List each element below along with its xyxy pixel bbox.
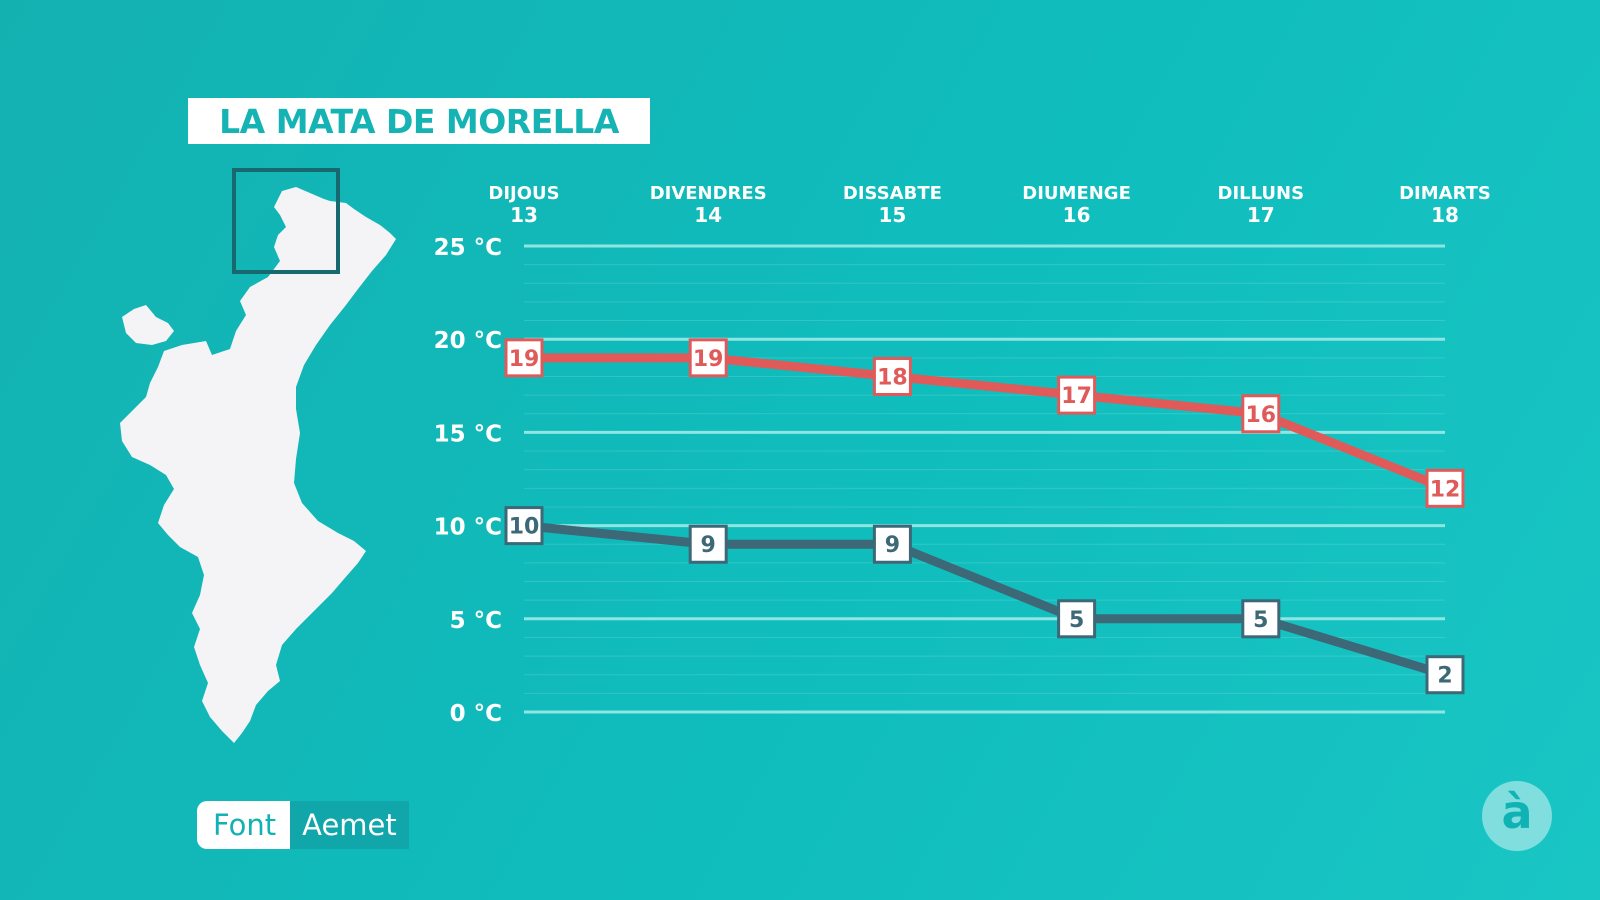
enclave-shape	[122, 305, 174, 345]
series-line-1	[519, 521, 1450, 680]
location-highlight-box	[232, 168, 340, 274]
grid	[524, 244, 1445, 714]
data-label: 5	[1069, 608, 1084, 633]
x-tick-day-label: DILLUNS	[1218, 183, 1305, 204]
data-label: 9	[885, 533, 900, 558]
x-tick-date-label: 13	[510, 203, 538, 227]
y-tick-label: 10 °C	[434, 515, 502, 541]
x-tick-day-label: DIMARTS	[1399, 183, 1491, 204]
y-tick-label: 5 °C	[450, 608, 502, 634]
data-point-box	[1425, 468, 1465, 508]
data-label: 10	[509, 515, 540, 540]
source-badge: Font Aemet	[197, 801, 409, 849]
x-tick-date-label: 17	[1247, 203, 1275, 227]
x-tick-date-label: 16	[1063, 203, 1091, 227]
data-point-box	[688, 338, 728, 378]
data-point-box	[1057, 599, 1097, 639]
x-tick-day-label: DISSABTE	[843, 183, 942, 204]
channel-logo: à	[1482, 781, 1552, 851]
data-label: 18	[877, 365, 908, 390]
data-label: 17	[1061, 384, 1092, 409]
data-point-box	[872, 524, 912, 564]
source-label: Font	[197, 801, 291, 849]
data-point-box	[1057, 375, 1097, 415]
data-point-box	[688, 524, 728, 564]
region-map	[120, 168, 396, 743]
data-label: 5	[1253, 608, 1268, 633]
location-title-box: LA MATA DE MORELLA	[188, 98, 650, 144]
data-label: 12	[1430, 477, 1461, 502]
x-tick-date-label: 14	[694, 203, 722, 227]
data-label: 2	[1437, 664, 1452, 689]
x-tick-date-label: 18	[1431, 203, 1459, 227]
region-map-shape	[120, 187, 396, 743]
data-label: 19	[509, 347, 540, 372]
y-axis: 0 °C 5 °C 10 °C 15 °C 20 °C 25 °C	[434, 235, 502, 727]
y-tick-label: 25 °C	[434, 235, 502, 261]
data-point-box	[1241, 394, 1281, 434]
series-lines	[519, 353, 1450, 680]
data-label: 9	[701, 533, 716, 558]
source-value: Aemet	[290, 801, 409, 849]
x-tick-date-label: 15	[878, 203, 906, 227]
y-tick-label: 20 °C	[434, 328, 502, 354]
data-point-box	[504, 338, 544, 378]
x-tick-day-label: DIUMENGE	[1022, 183, 1131, 204]
channel-logo-glyph: à	[1501, 785, 1533, 839]
data-label: 19	[693, 347, 724, 372]
location-title: LA MATA DE MORELLA	[219, 101, 619, 141]
series-line-0	[519, 353, 1450, 493]
data-label: 16	[1245, 403, 1276, 428]
data-point-box	[504, 506, 544, 546]
data-point-box	[1425, 655, 1465, 695]
data-point-box	[872, 356, 912, 396]
y-tick-label: 15 °C	[434, 421, 502, 447]
x-tick-day-label: DIVENDRES	[650, 183, 767, 204]
data-point-box	[1241, 599, 1281, 639]
y-tick-label: 0 °C	[450, 701, 502, 727]
data-labels: 19 19 18 17 16 12 10 9 9 5 5 2	[504, 338, 1465, 695]
x-tick-day-label: DIJOUS	[488, 183, 559, 204]
